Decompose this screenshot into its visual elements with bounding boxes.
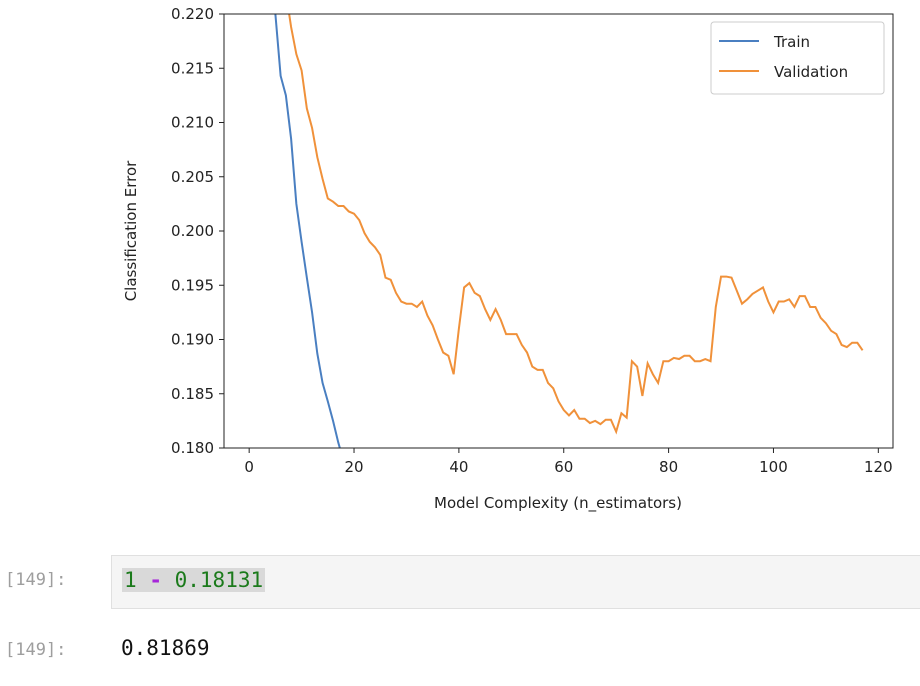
legend-label: Validation (774, 63, 848, 81)
output-prompt: [149]: (5, 640, 67, 660)
y-tick-label: 0.220 (171, 5, 214, 23)
y-tick-label: 0.190 (171, 331, 214, 349)
code: 1 - 0.18131 (122, 568, 266, 592)
x-tick-label: 0 (244, 458, 254, 476)
series-line (274, 14, 341, 448)
x-axis-label: Model Complexity (n_estimators) (434, 494, 682, 513)
y-tick-label: 0.215 (171, 59, 214, 77)
x-tick-label: 120 (864, 458, 893, 476)
y-tick-label: 0.195 (171, 276, 214, 294)
x-tick-label: 80 (659, 458, 678, 476)
output: 0.81869 (121, 636, 210, 660)
code-token: - (149, 568, 162, 592)
x-tick-label: 60 (554, 458, 573, 476)
input-prompt: [149]: (5, 570, 67, 590)
series-line (288, 14, 864, 435)
y-tick-label: 0.185 (171, 385, 214, 403)
y-tick-label: 0.205 (171, 168, 214, 186)
x-tick-label: 100 (759, 458, 788, 476)
legend-label: Train (773, 33, 810, 51)
x-tick-label: 20 (344, 458, 363, 476)
chart: Model Complexity (n_estimators) Classifi… (122, 5, 894, 513)
y-axis-label: Classification Error (122, 160, 140, 301)
y-tick-label: 0.210 (171, 114, 214, 132)
y-tick-label: 0.180 (171, 439, 214, 457)
plot-frame (223, 13, 894, 449)
y-tick-label: 0.200 (171, 222, 214, 240)
code-token: 0.18131 (174, 568, 264, 592)
x-tick-label: 40 (449, 458, 468, 476)
code-cell[interactable]: 1 - 0.18131 (111, 555, 920, 609)
code-token: 1 (124, 568, 137, 592)
